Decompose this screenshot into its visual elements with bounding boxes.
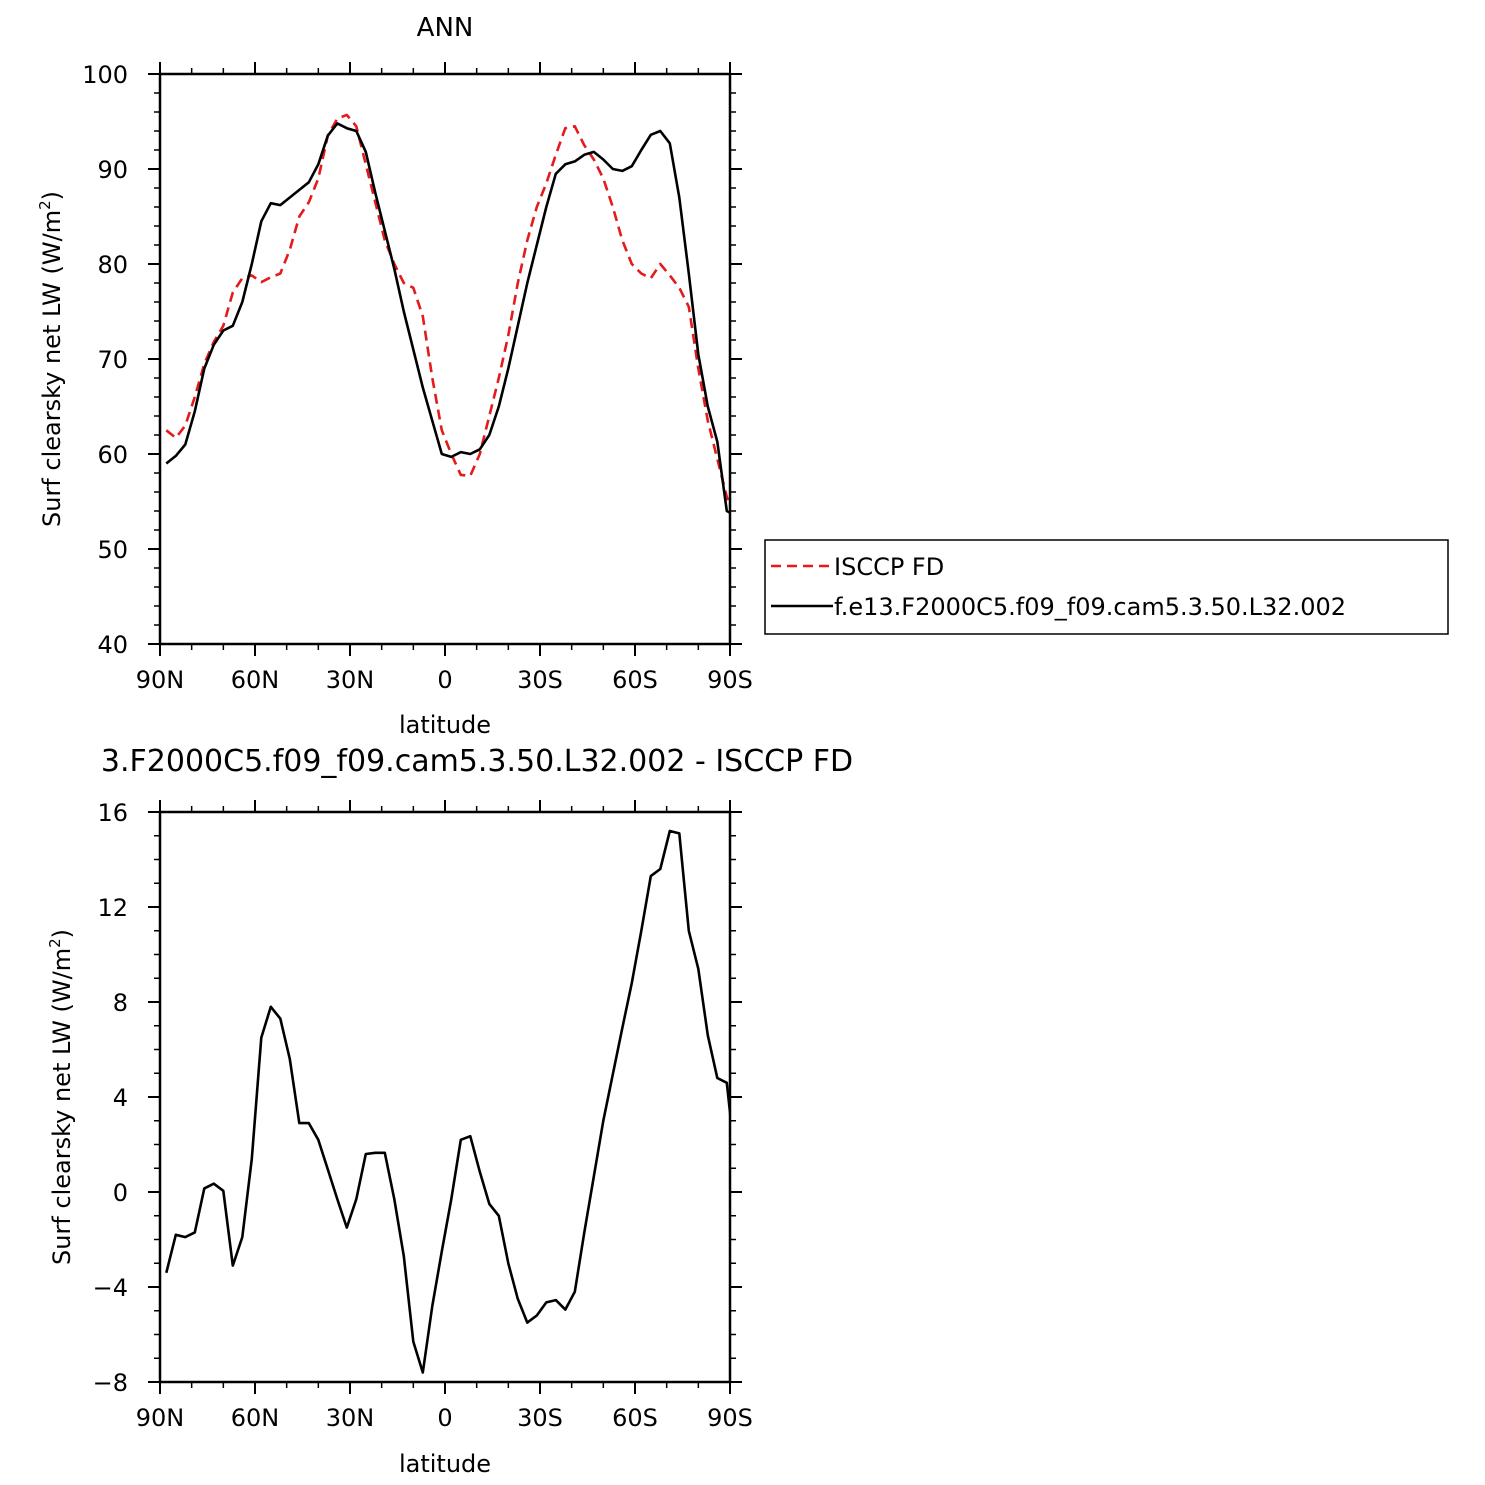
top-series-line-1 — [165, 122, 730, 515]
top-x-tick-label: 90N — [136, 666, 185, 694]
legend: ISCCP FD f.e13.F2000C5.f09_f09.cam5.3.50… — [764, 539, 1449, 635]
top-y-tick-label: 50 — [97, 536, 128, 564]
bottom-y-axis-label: Surf clearsky net LW (W/m2) — [46, 929, 76, 1265]
bottom-y-tick-labels: 16 12 8 4 0 −4 −8 — [93, 799, 128, 1397]
bottom-y-axis-label-close: ) — [48, 929, 76, 938]
top-y-tick-label: 40 — [97, 631, 128, 659]
top-plot-frame — [158, 72, 732, 646]
legend-box — [764, 539, 1449, 635]
top-x-tick-label: 90S — [707, 666, 753, 694]
bottom-y-tick-label: 16 — [97, 799, 128, 827]
bottom-x-tick-label: 30N — [326, 1404, 375, 1432]
bottom-chart-title: 3.F2000C5.f09_f09.cam5.3.50.L32.002 - IS… — [101, 744, 853, 779]
top-y-tick-labels: 100 90 80 70 60 50 40 — [82, 61, 128, 659]
bottom-x-tick-labels: 90N 60N 30N 0 30S 60S 90S — [136, 1404, 753, 1432]
legend-label-model: f.e13.F2000C5.f09_f09.cam5.3.50.L32.002 — [834, 593, 1346, 621]
top-y-axis-label-sup: 2 — [36, 200, 54, 210]
top-axis-ticks — [148, 62, 742, 656]
top-y-tick-label: 100 — [82, 61, 128, 89]
bottom-x-tick-label: 0 — [437, 1404, 452, 1432]
bottom-y-tick-label: 12 — [97, 894, 128, 922]
top-series-line-0 — [165, 113, 730, 510]
bottom-plot-area — [165, 829, 730, 1374]
bottom-x-axis-label: latitude — [399, 1450, 491, 1478]
bottom-y-axis-label-sup: 2 — [46, 938, 64, 948]
top-y-axis-label: Surf clearsky net LW (W/m2) — [36, 191, 66, 527]
top-y-tick-label: 60 — [97, 441, 128, 469]
top-plot-area — [165, 113, 730, 515]
top-panel: ANN 90N 60N 30N 0 30S 60S 90S 100908070605040 … — [36, 13, 1449, 739]
top-x-tick-label: 60N — [231, 666, 280, 694]
bottom-x-tick-label: 30S — [517, 1404, 563, 1432]
top-chart-title: ANN — [417, 13, 474, 43]
top-x-tick-label: 0 — [437, 666, 452, 694]
bottom-y-tick-label: −8 — [93, 1369, 128, 1397]
legend-label-isccp: ISCCP FD — [834, 553, 944, 581]
bottom-x-tick-label: 60S — [612, 1404, 658, 1432]
top-x-tick-label: 30N — [326, 666, 375, 694]
bottom-y-tick-label: 4 — [113, 1084, 128, 1112]
bottom-y-tick-label: 0 — [113, 1179, 128, 1207]
bottom-y-axis-label-main: Surf clearsky net LW (W/m — [48, 948, 76, 1265]
bottom-x-tick-label: 90N — [136, 1404, 185, 1432]
top-y-tick-label: 90 — [97, 156, 128, 184]
bottom-plot-frame — [158, 810, 732, 1384]
bottom-y-tick-label: 8 — [113, 989, 128, 1017]
top-x-tick-labels: 90N 60N 30N 0 30S 60S 90S — [136, 666, 753, 694]
bottom-axis-ticks — [148, 800, 742, 1394]
top-y-tick-label: 70 — [97, 346, 128, 374]
top-y-axis-label-main: Surf clearsky net LW (W/m — [38, 210, 66, 527]
bottom-x-tick-label: 90S — [707, 1404, 753, 1432]
top-x-tick-label: 60S — [612, 666, 658, 694]
bottom-series-line-0 — [165, 829, 730, 1374]
top-y-axis-label-close: ) — [38, 191, 66, 200]
bottom-y-tick-label: −4 — [93, 1274, 128, 1302]
top-y-tick-label: 80 — [97, 251, 128, 279]
bottom-panel: 3.F2000C5.f09_f09.cam5.3.50.L32.002 - IS… — [46, 744, 853, 1478]
top-x-tick-label: 30S — [517, 666, 563, 694]
top-x-axis-label: latitude — [399, 711, 491, 739]
bottom-x-tick-label: 60N — [231, 1404, 280, 1432]
